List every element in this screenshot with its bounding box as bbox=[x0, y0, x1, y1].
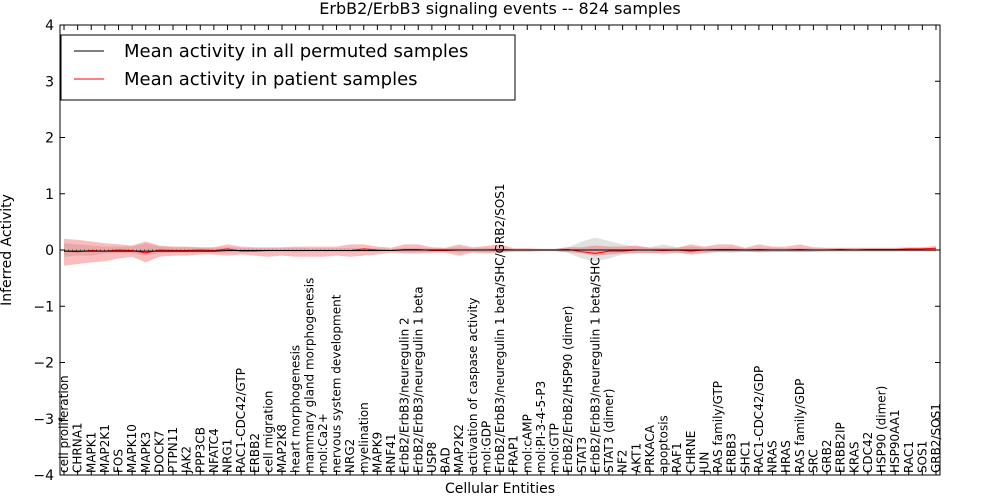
x-category-label: myelination bbox=[357, 402, 371, 473]
x-category-label: MAPK10 bbox=[125, 424, 139, 473]
y-tick-label: −1 bbox=[33, 299, 54, 315]
x-category-label: mol:Ca2+ bbox=[316, 413, 330, 473]
x-category-label: HSP90 (dimer) bbox=[875, 386, 889, 473]
series-lines bbox=[63, 247, 937, 254]
series-line-permuted bbox=[64, 249, 936, 252]
x-category-label: mol:GTP bbox=[548, 423, 562, 473]
y-axis: 4 3 2 1 0 −1 −2 −3 −4 bbox=[33, 18, 940, 484]
x-category-label: NRG2 bbox=[343, 439, 357, 473]
x-category-label: RAC1-CDC42/GTP bbox=[234, 368, 248, 473]
x-category-label: HSP90AA1 bbox=[888, 409, 902, 473]
x-category-label: nervous system development bbox=[330, 294, 344, 473]
x-category-label: MAPK3 bbox=[139, 432, 153, 473]
x-category-label: mol:GDP bbox=[479, 421, 493, 473]
x-category-label: RAS family/GDP bbox=[793, 379, 807, 473]
x-category-label: MAP2K1 bbox=[98, 424, 112, 473]
x-category-label: STAT3 bbox=[575, 437, 589, 473]
x-category-label: ErbB2/ErbB3/neuregulin 1 beta/SHC/GRB2/S… bbox=[493, 183, 507, 473]
x-category-label: STAT3 (dimer) bbox=[602, 389, 616, 473]
y-axis-label: Inferred Activity bbox=[0, 194, 15, 306]
x-category-label: MAPK9 bbox=[370, 432, 384, 473]
legend-box bbox=[60, 34, 516, 101]
x-category-label: heart morphogenesis bbox=[289, 345, 303, 473]
x-category-label: NRG1 bbox=[221, 439, 235, 473]
x-category-label: CDC42 bbox=[861, 432, 875, 473]
x-category-label: MAPK1 bbox=[84, 432, 98, 473]
x-category-label: NF2 bbox=[616, 449, 630, 473]
x-category-label: JUN bbox=[697, 452, 711, 474]
x-category-label: mol:PI-3-4-5-P3 bbox=[534, 381, 548, 473]
x-category-label: RAC1-CDC42/GDP bbox=[752, 366, 766, 473]
x-category-label: SHC1 bbox=[738, 440, 752, 473]
legend-label-patient: Mean activity in patient samples bbox=[124, 69, 418, 90]
x-category-label: MAP2K2 bbox=[452, 424, 466, 473]
x-category-label: NRAS bbox=[766, 440, 780, 473]
legend: Mean activity in all permuted samples Me… bbox=[60, 34, 516, 101]
x-category-label: GRB2 bbox=[820, 439, 834, 473]
x-category-label: USP8 bbox=[425, 442, 439, 473]
y-tick-label: 3 bbox=[45, 74, 54, 90]
x-category-label: KRAS bbox=[847, 441, 861, 473]
x-category-label: PPP3CB bbox=[193, 427, 207, 473]
x-category-label: AKT1 bbox=[629, 443, 643, 473]
legend-label-permuted: Mean activity in all permuted samples bbox=[124, 41, 468, 62]
x-category-label: activation of caspase activity bbox=[466, 298, 480, 473]
x-category-label: SOS1 bbox=[915, 441, 929, 473]
x-category-label: MAP2K8 bbox=[275, 424, 289, 473]
band-patient bbox=[64, 238, 936, 266]
x-category-label: FRAP1 bbox=[507, 435, 521, 473]
x-category-label: FOS bbox=[112, 449, 126, 473]
x-category-label: JAK2 bbox=[180, 446, 194, 474]
x-category-label: PRKACA bbox=[643, 424, 657, 473]
x-category-label: CHRNA1 bbox=[71, 422, 85, 473]
x-category-label: ErbB2/ErbB3/neuregulin 1 beta/SHC bbox=[588, 257, 602, 473]
y-tick-label: 2 bbox=[45, 131, 54, 147]
x-category-label: HRAS bbox=[779, 440, 793, 473]
x-category-label: RAS family/GTP bbox=[711, 381, 725, 473]
x-category-label: ERBB2IP bbox=[834, 422, 848, 473]
y-tick-label: −2 bbox=[33, 356, 54, 372]
x-category-label: cell proliferation bbox=[57, 375, 71, 473]
chart-title: ErbB2/ErbB3 signaling events -- 824 samp… bbox=[319, 0, 680, 18]
x-category-label: mammary gland morphogenesis bbox=[302, 278, 316, 473]
x-category-label: GRB2/SOS1 bbox=[929, 403, 943, 473]
x-category-label: RAC1 bbox=[902, 441, 916, 473]
x-category-label: NFATC4 bbox=[207, 428, 221, 473]
x-category-label: ERBB3 bbox=[725, 433, 739, 473]
x-axis: cell proliferation CHRNA1 MAPK1 MAP2K1 FOS MA… bbox=[57, 25, 943, 475]
x-category-label: CHRNE bbox=[684, 431, 698, 473]
y-tick-label: −4 bbox=[33, 468, 54, 484]
y-tick-label: 0 bbox=[45, 243, 54, 259]
y-tick-label: −3 bbox=[33, 412, 54, 428]
x-category-label: DOCK7 bbox=[152, 430, 166, 473]
x-category-label: BAD bbox=[439, 447, 453, 473]
x-category-label: mol:cAMP bbox=[520, 414, 534, 473]
x-category-label: apoptosis bbox=[657, 415, 671, 473]
x-category-label: PTPN11 bbox=[166, 427, 180, 473]
x-category-label: RAF1 bbox=[670, 442, 684, 473]
x-axis-label: Cellular Entities bbox=[445, 481, 555, 497]
y-tick-label: 4 bbox=[45, 18, 54, 34]
x-category-label: cell migration bbox=[261, 391, 275, 473]
x-category-label: SRC bbox=[806, 449, 820, 473]
x-category-label: ErbB2/ErbB3/neuregulin 2 bbox=[398, 317, 412, 473]
y-tick-label: 1 bbox=[45, 187, 54, 203]
x-category-label: ERBB2 bbox=[248, 433, 262, 473]
x-category-label: ErbB2/ErbB2/HSP90 (dimer) bbox=[561, 306, 575, 473]
x-category-label: RNF41 bbox=[384, 434, 398, 474]
x-category-label: ErbB2/ErbB3/neuregulin 1 beta bbox=[411, 286, 425, 473]
